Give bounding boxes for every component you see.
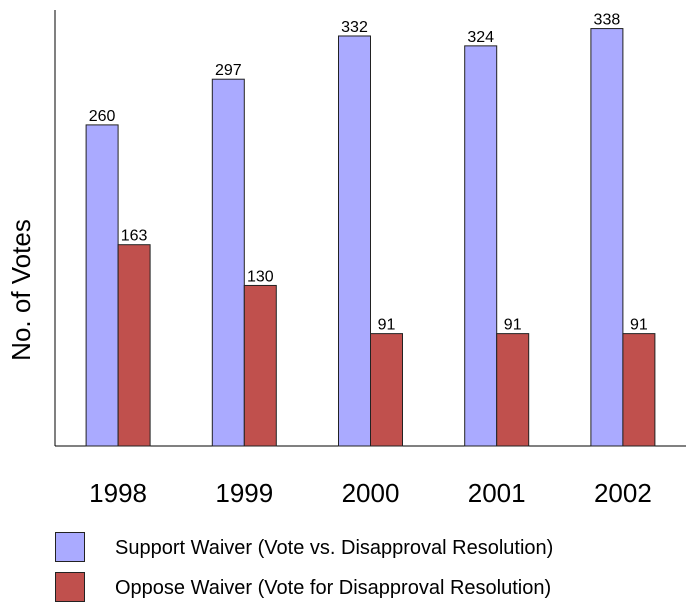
x-tick-label-1998: 1998 — [89, 478, 147, 508]
legend-label-support: Support Waiver (Vote vs. Disapproval Res… — [115, 537, 554, 559]
y-axis-label: No. of Votes — [6, 219, 36, 361]
data-label-oppose-2001: 91 — [504, 317, 522, 334]
bar-support-2002 — [590, 28, 624, 447]
bar-labels-group: 260 163 297 130 332 91 324 91 338 91 — [89, 12, 648, 334]
data-label-support-2000: 332 — [341, 19, 368, 36]
bar-oppose-2002 — [622, 333, 656, 447]
bars-group — [85, 28, 656, 447]
x-tick-label-2001: 2001 — [468, 478, 526, 508]
data-label-support-2001: 324 — [467, 29, 494, 46]
data-label-support-1998: 260 — [89, 108, 116, 125]
bar-oppose-2000 — [370, 333, 403, 447]
x-tick-label-2002: 2002 — [594, 478, 652, 508]
bar-support-1998 — [85, 124, 119, 447]
x-tick-labels-group: 1998 1999 2000 2001 2002 — [89, 478, 652, 508]
data-label-oppose-2000: 91 — [378, 317, 396, 334]
data-label-support-2002: 338 — [594, 12, 621, 29]
legend-swatch-support — [55, 532, 85, 562]
x-tick-label-2000: 2000 — [342, 478, 400, 508]
bar-oppose-1998 — [117, 244, 151, 447]
legend-label-oppose: Oppose Waiver (Vote for Disapproval Reso… — [115, 577, 552, 599]
x-tick-label-1999: 1999 — [215, 478, 273, 508]
legend-swatch-oppose — [55, 572, 85, 602]
bar-support-2000 — [338, 35, 371, 447]
bar-oppose-2001 — [496, 333, 530, 447]
data-label-support-1999: 297 — [215, 62, 242, 79]
data-label-oppose-1998: 163 — [121, 228, 148, 245]
bar-support-1999 — [211, 78, 245, 447]
bar-oppose-1999 — [243, 284, 277, 447]
data-label-oppose-1999: 130 — [247, 268, 274, 285]
bar-support-2001 — [464, 45, 498, 447]
bar-chart: No. of Votes 260 163 297 130 332 91 324 91 338 91… — [6, 10, 686, 508]
data-label-oppose-2002: 91 — [630, 317, 648, 334]
